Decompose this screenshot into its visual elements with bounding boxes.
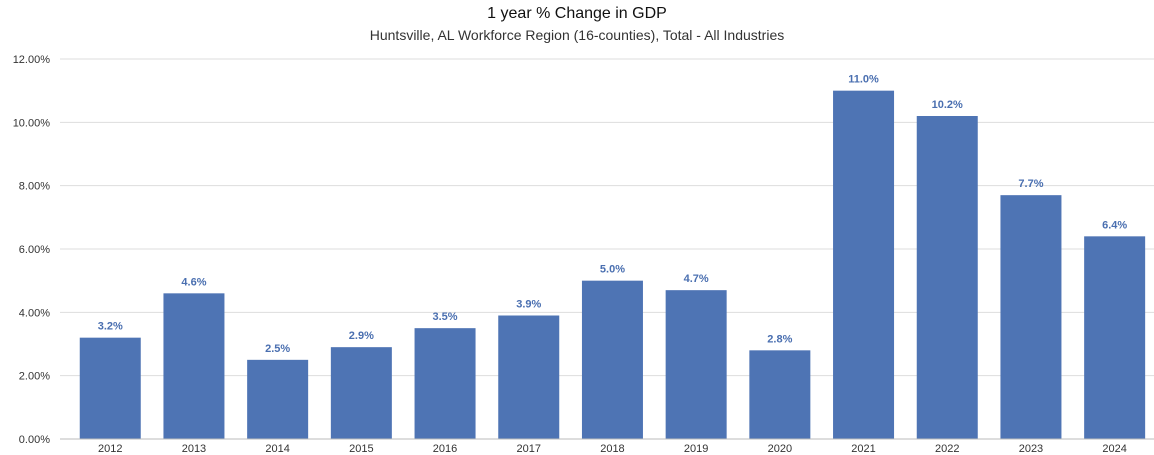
x-tick-label: 2020: [768, 443, 792, 455]
x-tick-label: 2024: [1102, 443, 1126, 455]
data-label-2012: 3.2%: [98, 321, 123, 333]
x-tick-label: 2012: [98, 443, 122, 455]
x-tick-label: 2014: [265, 443, 289, 455]
data-label-2013: 4.6%: [181, 276, 206, 288]
y-axis-ticks: 0.00% 2.00% 4.00% 6.00% 8.00% 10.00% 12.00%: [13, 54, 51, 446]
bar-2017: [498, 315, 560, 439]
x-tick-label: 2023: [1019, 443, 1043, 455]
bar-2012: [79, 337, 141, 439]
data-label-2024: 6.4%: [1102, 219, 1127, 231]
data-label-2015: 2.9%: [349, 330, 374, 342]
data-label-2014: 2.5%: [265, 343, 290, 355]
chart-title: 1 year % Change in GDP: [487, 5, 667, 22]
y-tick-label: 6.00%: [19, 244, 50, 256]
x-tick-label: 2021: [851, 443, 875, 455]
x-tick-label: 2018: [600, 443, 624, 455]
bar-2016: [414, 328, 476, 439]
y-tick-label: 12.00%: [13, 54, 51, 66]
data-labels: 3.2% 4.6% 2.5% 2.9% 3.5% 3.9% 5.0% 4.7% 2.8% 11.0…: [98, 74, 1128, 355]
bar-2023: [1000, 195, 1062, 439]
x-tick-label: 2013: [182, 443, 206, 455]
data-label-2016: 3.5%: [433, 311, 458, 323]
data-label-2020: 2.8%: [767, 333, 792, 345]
bar-2019: [665, 290, 727, 439]
y-tick-label: 8.00%: [19, 181, 50, 193]
bar-2015: [330, 347, 392, 439]
chart-subtitle: Huntsville, AL Workforce Region (16-coun…: [369, 27, 785, 43]
bar-2020: [749, 350, 811, 439]
bar-2022: [916, 116, 978, 439]
x-tick-label: 2022: [935, 443, 959, 455]
data-label-2022: 10.2%: [932, 99, 963, 111]
data-label-2018: 5.0%: [600, 264, 625, 276]
data-label-2021: 11.0%: [848, 74, 879, 86]
y-tick-label: 0.00%: [19, 434, 50, 446]
y-tick-label: 2.00%: [19, 371, 50, 383]
bar-2021: [833, 90, 895, 440]
x-tick-label: 2019: [684, 443, 708, 455]
data-label-2019: 4.7%: [684, 273, 709, 285]
y-tick-label: 4.00%: [19, 307, 50, 319]
y-tick-label: 10.00%: [13, 117, 51, 129]
x-axis-ticks: 2012 2013 2014 2015 2016 2017 2018 2019 2020 2021…: [98, 443, 1127, 455]
bar-2013: [163, 293, 225, 439]
bar-2014: [247, 359, 309, 439]
data-label-2017: 3.9%: [516, 299, 541, 311]
x-tick-label: 2017: [517, 443, 541, 455]
x-tick-label: 2015: [349, 443, 373, 455]
data-label-2023: 7.7%: [1018, 178, 1043, 190]
bar-2018: [581, 280, 643, 439]
x-tick-label: 2016: [433, 443, 457, 455]
bars: [79, 90, 1146, 440]
bar-2024: [1084, 236, 1146, 439]
